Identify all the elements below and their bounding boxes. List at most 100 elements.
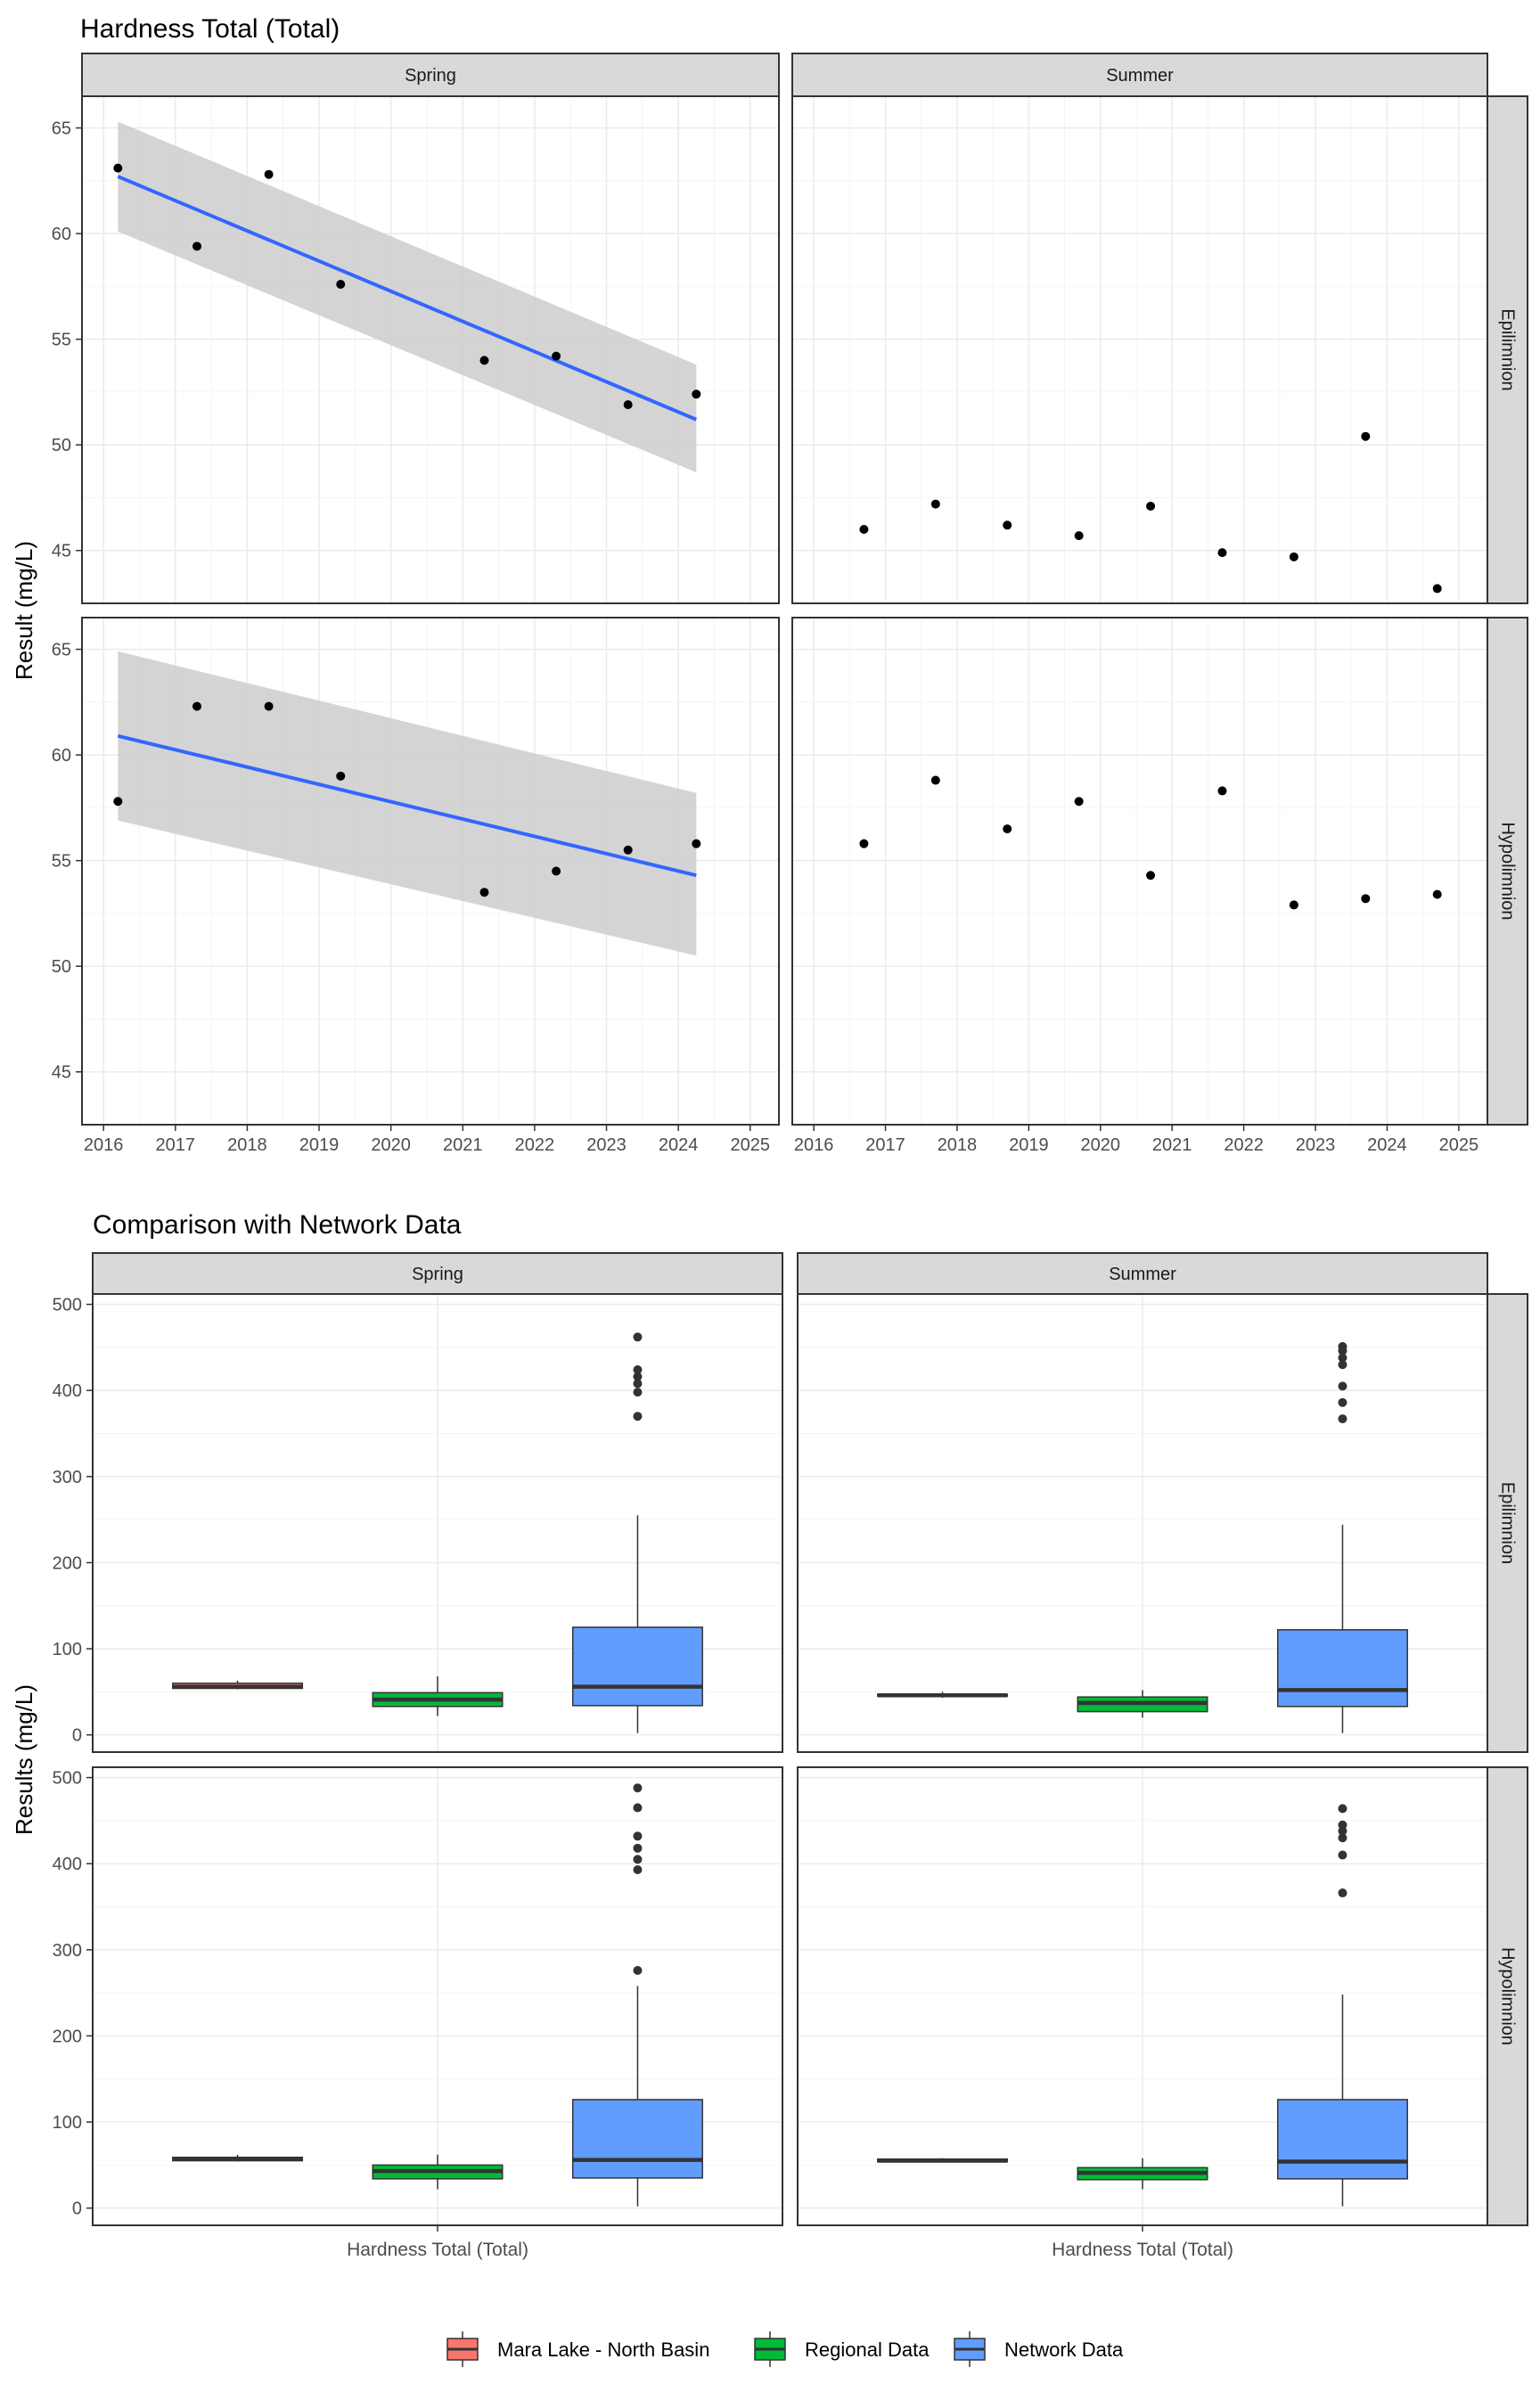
chart1-xtick-label: 2016 (794, 1135, 834, 1155)
chart1-ytick-label: 50 (52, 436, 71, 455)
chart1-panel-spring-hypolimnion-point-4 (479, 888, 489, 897)
chart2-xtick-label: Hardness Total (Total) (347, 2240, 528, 2260)
chart2-ytick-label: 200 (53, 1553, 82, 1573)
chart2-ytick-label: 300 (53, 1468, 82, 1487)
chart1-panel-summer-hypolimnion-point-8 (1432, 889, 1442, 899)
chart1-xtick-label: 2022 (515, 1135, 555, 1155)
chart1-xtick-label: 2023 (586, 1135, 627, 1155)
chart1-strip-spring (81, 53, 780, 97)
chart2-xtick-label: Hardness Total (Total) (1052, 2240, 1233, 2260)
chart1-ytick-label: 60 (52, 225, 71, 244)
chart2-ytick-label: 400 (53, 1855, 82, 1874)
legend-item-mara-lake-north-basin-label: Mara Lake - North Basin (497, 2339, 709, 2361)
chart1-panel-summer-epilimnion-point-1 (930, 499, 940, 509)
chart1-panel-spring-epilimnion-point-7 (692, 389, 701, 399)
chart2-panel-spring-epilimnion-box-network-data-outlier-4 (633, 1365, 643, 1375)
chart1-xtick-label: 2019 (1009, 1135, 1049, 1155)
chart1-ytick-label: 45 (52, 1063, 71, 1083)
chart2-panel-spring-epilimnion-border (92, 1293, 783, 1753)
chart2-ytick-label: 200 (53, 2027, 82, 2046)
chart1-panel-summer-epilimnion-point-5 (1217, 548, 1227, 558)
legend-item-network-data-label: Network Data (1004, 2339, 1124, 2361)
chart1-strip-epilimnion-label: Epilimnion (1498, 308, 1518, 390)
chart1-xtick-label: 2021 (1152, 1135, 1192, 1155)
chart1-panel-spring-hypolimnion-confidence-ribbon (118, 651, 697, 956)
chart2-panel-spring-hypolimnion-box-network-data (571, 2099, 703, 2179)
chart2-panel-spring-epilimnion-box-network-data-outlier-0 (633, 1412, 643, 1421)
chart2-panel-spring-hypolimnion-box-network-data-outlier-4 (633, 1831, 643, 1841)
chart2-title: Comparison with Network Data (93, 1210, 462, 1240)
chart1-panel-summer-hypolimnion-point-0 (859, 839, 869, 848)
chart2-panel-summer-epilimnion-box-network-data-outlier-1 (1338, 1397, 1348, 1407)
chart1-xtick-label: 2018 (227, 1135, 267, 1155)
chart1-xtick-label: 2016 (84, 1135, 124, 1155)
chart1-strip-summer-label: Summer (1106, 66, 1174, 86)
chart1-panel-summer-hypolimnion-point-2 (1003, 824, 1012, 834)
chart2-ytick-label: 100 (53, 1640, 82, 1659)
chart2-panel-spring-epilimnion-box-network-data-outlier-5 (633, 1332, 643, 1342)
chart1-panel-spring-epilimnion-border (81, 95, 780, 604)
chart2-ytick-label: 300 (53, 1941, 82, 1961)
chart2-ylabel: Results (mg/L) (11, 1684, 37, 1835)
chart2-ytick-label: 400 (53, 1381, 82, 1401)
chart1-panel-summer-hypolimnion-point-4 (1146, 871, 1156, 881)
chart1-panel-summer-hypolimnion-point-6 (1289, 900, 1298, 910)
chart2-panel-spring-epilimnion-box-network-data-outlier-2 (633, 1379, 643, 1388)
chart1-panel-summer-hypolimnion-point-5 (1217, 786, 1227, 796)
chart1-ytick-label: 65 (52, 119, 71, 139)
chart1-xtick-label: 2022 (1224, 1135, 1264, 1155)
chart1-panel-spring-epilimnion-point-3 (336, 280, 346, 290)
chart1-panel-spring-hypolimnion-point-1 (192, 701, 201, 711)
chart1-xtick-label: 2018 (938, 1135, 978, 1155)
chart2-panel-summer-epilimnion-box-network-data-outlier-6 (1338, 1341, 1348, 1351)
chart1-panel-spring-epilimnion-point-5 (552, 351, 561, 361)
chart1-panel-summer-epilimnion-bg (792, 96, 1487, 603)
chart1-ytick-label: 55 (52, 852, 71, 872)
chart2-ytick-label: 0 (72, 2199, 82, 2219)
chart1-panel-spring-epilimnion-point-4 (479, 356, 489, 365)
chart2-panel-summer-hypolimnion-box-network-data (1276, 2099, 1408, 2180)
chart1-panel-spring-hypolimnion-point-3 (336, 771, 346, 781)
chart1-panel-summer-hypolimnion-point-7 (1361, 894, 1371, 904)
chart2-panel-summer-hypolimnion-box-network-data-outlier-1 (1338, 1850, 1348, 1860)
chart2-strip-epilimnion-label: Epilimnion (1498, 1482, 1518, 1564)
chart1-panel-summer-epilimnion-point-3 (1074, 531, 1084, 541)
chart2-strip-summer-label: Summer (1109, 1265, 1176, 1284)
chart1-xtick-label: 2023 (1296, 1135, 1336, 1155)
chart2-panel-spring-hypolimnion-box-network-data-outlier-2 (633, 1855, 643, 1864)
chart1-panel-spring-epilimnion-point-0 (113, 163, 123, 173)
chart1-strip-spring-label: Spring (405, 66, 456, 86)
chart1-xtick-label: 2025 (1439, 1135, 1479, 1155)
chart2-panel-spring-hypolimnion-box-network-data-outlier-5 (633, 1803, 643, 1813)
chart2-panel-spring-epilimnion-box-network-data (571, 1626, 703, 1707)
chart2-ytick-label: 500 (53, 1296, 82, 1315)
chart2-ytick-label: 100 (53, 2113, 82, 2133)
chart1-panel-spring-epilimnion-trend-line (117, 175, 698, 422)
chart2-panel-summer-epilimnion-box-network-data-outlier-4 (1338, 1353, 1348, 1363)
chart2-panel-spring-epilimnion-box-network-data-outlier-1 (633, 1388, 643, 1397)
chart1-panel-summer-epilimnion-point-4 (1146, 501, 1156, 511)
chart1-panel-spring-hypolimnion-point-0 (113, 797, 123, 807)
chart1-xtick-label: 2024 (659, 1135, 699, 1155)
chart2-panel-summer-epilimnion-box-network-data-outlier-3 (1338, 1360, 1348, 1370)
chart1-ytick-label: 55 (52, 331, 71, 350)
chart2-panel-summer-epilimnion-border (797, 1293, 1488, 1753)
chart1-xtick-label: 2019 (299, 1135, 340, 1155)
chart1-panel-spring-hypolimnion-point-7 (692, 839, 701, 848)
chart1-panel-spring-hypolimnion-point-2 (264, 701, 274, 711)
chart1-panel-summer-hypolimnion-point-1 (930, 775, 940, 785)
chart1-ylabel: Result (mg/L) (11, 541, 37, 680)
chart1-strip-hypolimnion-label: Hypolimnion (1498, 822, 1518, 920)
chart2-panel-summer-hypolimnion-box-network-data-outlier-0 (1338, 1888, 1348, 1898)
chart1-ytick-label: 60 (52, 746, 71, 766)
chart2-panel-spring-epilimnion-box-network-data-outlier-3 (633, 1372, 643, 1381)
chart2-panel-summer-hypolimnion-box-network-data-outlier-2 (1338, 1833, 1348, 1843)
chart1-xtick-label: 2020 (1081, 1135, 1121, 1155)
chart2-ytick-label: 0 (72, 1726, 82, 1746)
chart2-panel-summer-epilimnion-box-network-data-outlier-0 (1338, 1414, 1348, 1424)
chart1-panel-spring-epilimnion-point-2 (264, 169, 274, 179)
chart1-panel-summer-epilimnion-point-7 (1361, 431, 1371, 441)
chart1-panel-spring-epilimnion-point-6 (623, 400, 633, 410)
